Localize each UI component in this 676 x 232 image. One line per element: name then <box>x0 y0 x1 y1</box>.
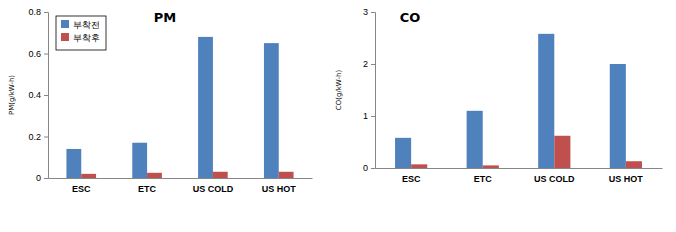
y-tick: 0 <box>36 173 48 183</box>
bar <box>66 149 81 178</box>
y-tick-label: 0 <box>36 173 41 183</box>
x-tick-label: ESC <box>402 174 421 184</box>
bar <box>626 161 642 168</box>
y-tick-label: 3 <box>363 7 368 17</box>
y-tick-mark <box>44 137 48 138</box>
y-axis-title: PM(g/kW-h) <box>8 75 16 115</box>
x-tick: US HOT <box>609 168 644 184</box>
x-tick: ESC <box>402 168 421 184</box>
y-axis-line <box>44 13 49 179</box>
y-axis-title: CO(g/kW-h) <box>335 70 343 111</box>
y-tick-mark <box>44 12 48 13</box>
y-tick-label: 0.2 <box>28 132 41 142</box>
legend-box <box>56 16 106 50</box>
canvas: 0 0.2 0.4 0.6 0.8 ESC ETC US COLD US HOT PM PM(g/k… <box>0 0 676 232</box>
y-axis: 0 1 2 3 <box>363 7 376 173</box>
title: PM <box>154 10 176 25</box>
legend-label: 부착전 <box>73 20 100 30</box>
y-tick-label: 0.6 <box>28 49 41 59</box>
x-tick: US HOT <box>262 178 297 194</box>
bar <box>279 172 294 178</box>
y-tick: 0.4 <box>28 90 48 100</box>
x-tick: ESC <box>72 178 91 194</box>
x-tick-label: US COLD <box>193 184 234 194</box>
x-axis: ESC ETC US COLD US HOT <box>376 168 663 184</box>
chart: 0 0.2 0.4 0.6 0.8 ESC ETC US COLD US HOT PM PM(g/k… <box>8 7 313 194</box>
title: CO <box>400 10 421 25</box>
legend-label: 부착후 <box>73 33 100 43</box>
y-tick-label: 1 <box>363 111 368 121</box>
y-tick: 3 <box>363 7 375 17</box>
bar <box>213 172 228 178</box>
legend-swatch <box>61 20 69 28</box>
y-tick-mark <box>371 64 375 65</box>
x-tick-label: ETC <box>138 184 157 194</box>
bar <box>610 64 626 168</box>
y-tick-label: 0.4 <box>28 90 41 100</box>
chart: 0 1 2 3 ESC ETC US COLD US HOT CO CO(g/kW-h) <box>335 7 663 184</box>
y-axis-line <box>371 13 376 169</box>
x-tick: US COLD <box>534 168 575 184</box>
bars <box>66 37 293 178</box>
y-tick-label: 0.8 <box>28 7 41 17</box>
bar <box>132 143 147 178</box>
bar <box>81 174 96 178</box>
bar <box>467 111 483 168</box>
x-tick-label: ETC <box>474 174 493 184</box>
x-tick: ETC <box>138 178 157 194</box>
bar <box>395 138 411 168</box>
y-tick-mark <box>371 168 375 169</box>
bar <box>411 164 427 168</box>
x-axis: ESC ETC US COLD US HOT <box>49 178 313 194</box>
y-tick-mark <box>44 178 48 179</box>
y-tick-mark <box>44 95 48 96</box>
bar <box>198 37 213 178</box>
y-tick-label: 2 <box>363 59 368 69</box>
y-tick: 2 <box>363 59 375 69</box>
bar <box>483 165 499 168</box>
legend: 부착전부착후 <box>56 16 106 50</box>
y-tick-label: 0 <box>363 163 368 173</box>
bar <box>264 43 279 178</box>
bar <box>554 136 570 168</box>
bars <box>395 34 642 168</box>
y-tick-mark <box>371 12 375 13</box>
x-tick-label: US HOT <box>262 184 297 194</box>
x-axis-line <box>376 168 663 169</box>
x-tick: US COLD <box>193 178 234 194</box>
x-axis-line <box>49 178 313 179</box>
y-tick: 0.8 <box>28 7 48 17</box>
y-tick: 1 <box>363 111 375 121</box>
x-tick-label: ESC <box>72 184 91 194</box>
legend-swatch <box>61 33 69 41</box>
x-tick: ETC <box>474 168 493 184</box>
x-tick-label: US HOT <box>609 174 644 184</box>
y-tick-mark <box>371 116 375 117</box>
y-tick: 0 <box>363 163 375 173</box>
y-tick: 0.6 <box>28 49 48 59</box>
y-tick-mark <box>44 54 48 55</box>
bar <box>147 173 162 178</box>
y-axis: 0 0.2 0.4 0.6 0.8 <box>28 7 48 183</box>
bar <box>538 34 554 168</box>
y-tick: 0.2 <box>28 132 48 142</box>
x-tick-label: US COLD <box>534 174 575 184</box>
